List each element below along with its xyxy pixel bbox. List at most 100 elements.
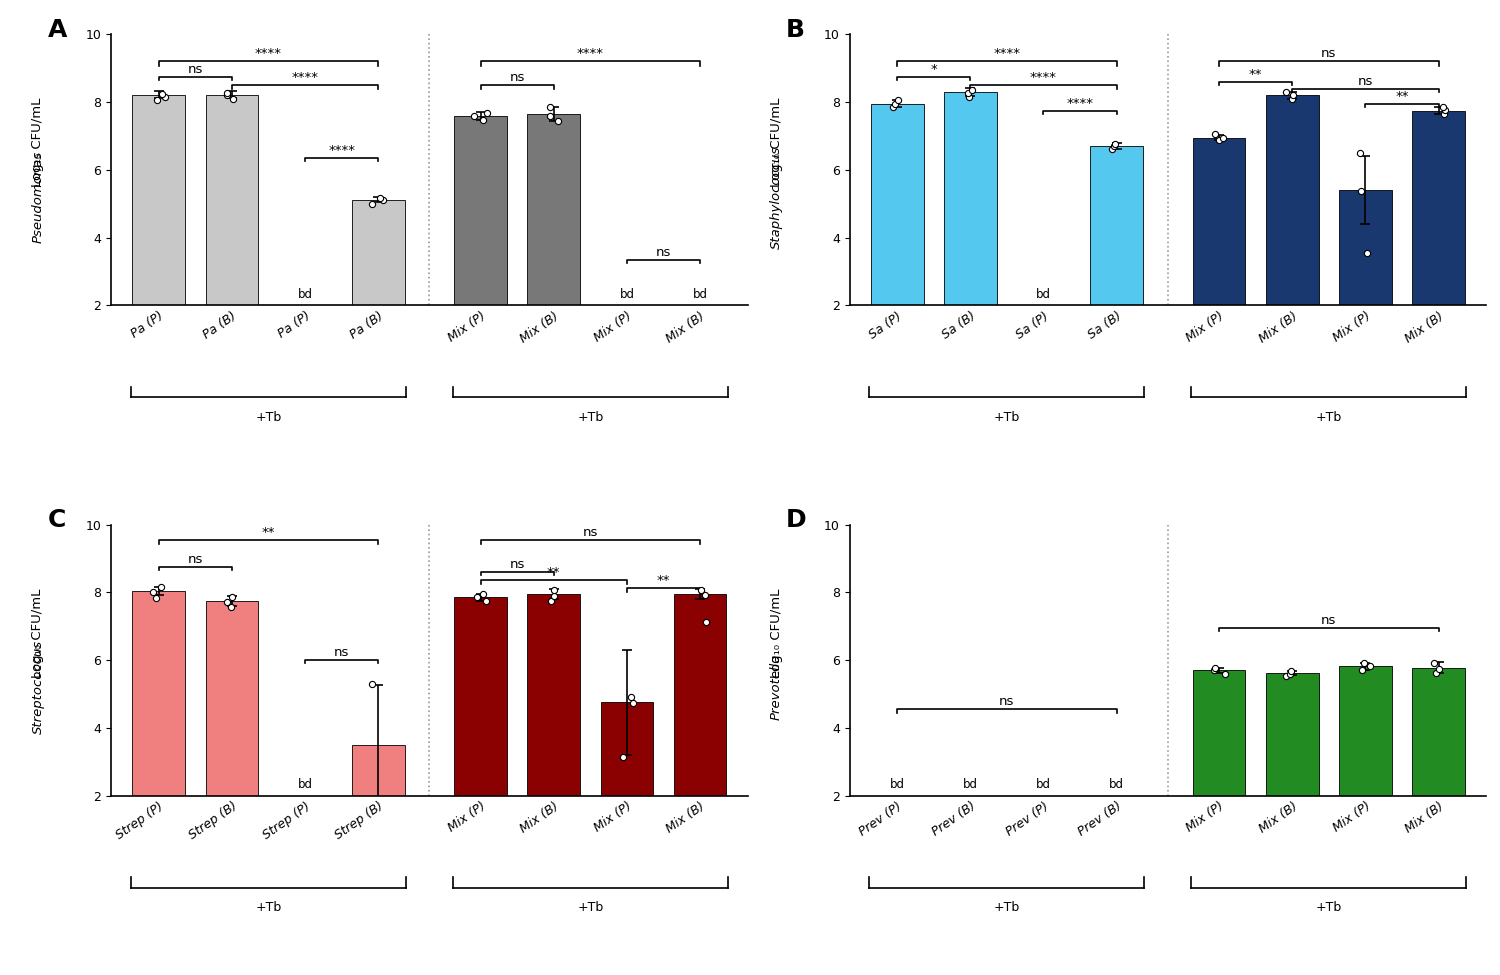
Point xyxy=(1352,655,1376,671)
Text: *: * xyxy=(930,62,938,76)
Point xyxy=(1202,662,1225,678)
Text: **: ** xyxy=(548,566,561,579)
Point xyxy=(370,192,394,208)
Point xyxy=(1281,88,1305,103)
Bar xyxy=(600,702,654,863)
Point xyxy=(1102,136,1126,152)
Point xyxy=(1348,183,1372,199)
Text: ns: ns xyxy=(999,695,1014,708)
Text: +Tb: +Tb xyxy=(255,410,282,424)
Bar xyxy=(1192,670,1245,863)
Point xyxy=(219,599,243,614)
Text: Log₁₀ CFU/mL: Log₁₀ CFU/mL xyxy=(770,588,783,678)
Text: ns: ns xyxy=(334,646,350,659)
Text: +Tb: +Tb xyxy=(578,901,603,915)
Text: bd: bd xyxy=(1108,778,1124,792)
Point xyxy=(1203,660,1227,676)
Text: Log₁₀ CFU/mL: Log₁₀ CFU/mL xyxy=(770,98,783,187)
Text: D: D xyxy=(786,508,807,532)
Point xyxy=(1206,133,1230,148)
Bar xyxy=(132,591,184,863)
Point xyxy=(216,85,240,100)
Point xyxy=(360,677,384,692)
Text: bd: bd xyxy=(1036,289,1052,301)
Point xyxy=(214,594,238,609)
Bar xyxy=(1412,110,1466,373)
Point xyxy=(618,689,642,705)
Text: +Tb: +Tb xyxy=(1316,901,1342,915)
Point xyxy=(880,99,904,115)
Point xyxy=(537,99,561,115)
Point xyxy=(153,89,177,104)
Text: Log₁₀ CFU/mL: Log₁₀ CFU/mL xyxy=(32,98,45,187)
Point xyxy=(1212,666,1236,682)
Text: ns: ns xyxy=(188,553,202,566)
Text: bd: bd xyxy=(963,778,978,792)
Point xyxy=(1424,665,1448,681)
Point xyxy=(690,582,714,598)
Point xyxy=(540,593,564,608)
Bar xyxy=(206,95,258,373)
Bar xyxy=(132,95,184,373)
Point xyxy=(1280,663,1304,679)
Point xyxy=(1431,99,1455,115)
Text: bd: bd xyxy=(297,289,312,301)
Point xyxy=(1350,662,1374,678)
Text: **: ** xyxy=(657,574,670,587)
Point xyxy=(1275,669,1299,684)
Bar xyxy=(528,114,580,373)
Point xyxy=(471,586,495,602)
Point xyxy=(220,590,245,605)
Text: +Tb: +Tb xyxy=(1316,410,1342,424)
Point xyxy=(150,86,174,101)
Text: bd: bd xyxy=(693,289,708,301)
Point xyxy=(148,579,172,595)
Point xyxy=(1275,84,1299,99)
Text: ns: ns xyxy=(510,558,525,571)
Point xyxy=(956,85,980,100)
Text: ****: **** xyxy=(255,48,282,60)
Point xyxy=(474,593,498,608)
Text: Streptococcus: Streptococcus xyxy=(32,641,45,734)
Point xyxy=(1102,138,1126,154)
Bar xyxy=(944,92,996,373)
Text: ns: ns xyxy=(188,62,202,76)
Point xyxy=(1432,102,1456,118)
Point xyxy=(1354,245,1378,260)
Text: Pseudomonas: Pseudomonas xyxy=(32,151,45,243)
Text: **: ** xyxy=(1395,90,1408,102)
Point xyxy=(1281,91,1305,106)
Point xyxy=(1100,141,1124,157)
Point xyxy=(1347,145,1371,161)
Bar xyxy=(871,103,924,373)
Bar xyxy=(1266,96,1318,373)
Point xyxy=(1422,655,1446,671)
Text: ns: ns xyxy=(1358,74,1372,88)
Point xyxy=(216,88,240,103)
Text: ns: ns xyxy=(510,71,525,84)
Text: Prevotella: Prevotella xyxy=(770,654,783,721)
Text: ns: ns xyxy=(582,526,598,539)
Text: +Tb: +Tb xyxy=(994,410,1020,424)
Text: Staphylococcus: Staphylococcus xyxy=(770,145,783,249)
Point xyxy=(1210,130,1234,145)
Point xyxy=(542,588,566,604)
Bar xyxy=(674,594,726,863)
Bar xyxy=(206,601,258,863)
Point xyxy=(1432,106,1456,122)
Point xyxy=(1358,658,1382,674)
Text: **: ** xyxy=(261,526,274,539)
Bar xyxy=(1340,666,1392,863)
Bar xyxy=(352,200,405,373)
Text: bd: bd xyxy=(297,778,312,792)
Point xyxy=(882,96,906,111)
Text: ****: **** xyxy=(1030,71,1057,84)
Bar xyxy=(352,745,405,863)
Text: ****: **** xyxy=(291,71,318,84)
Point xyxy=(538,108,562,124)
Text: ****: **** xyxy=(578,48,604,60)
Text: **: ** xyxy=(1250,67,1263,81)
Point xyxy=(546,113,570,129)
Text: ns: ns xyxy=(1322,48,1336,60)
Text: +Tb: +Tb xyxy=(994,901,1020,915)
